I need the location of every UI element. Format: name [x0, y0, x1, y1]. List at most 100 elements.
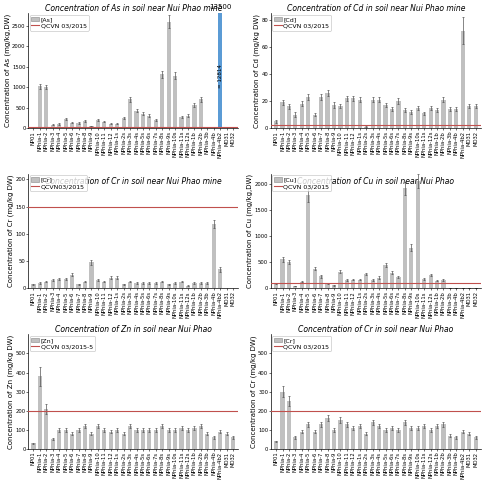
Bar: [293, 286, 297, 288]
Bar: [89, 434, 93, 449]
Bar: [428, 108, 432, 128]
Bar: [299, 432, 303, 449]
Y-axis label: Concentration of Cr (mg/kg DW): Concentration of Cr (mg/kg DW): [250, 335, 256, 448]
Bar: [460, 31, 464, 128]
Bar: [421, 279, 425, 288]
Bar: [121, 284, 125, 288]
Bar: [376, 426, 380, 449]
Bar: [108, 278, 113, 288]
Text: Concentration of Cr in soil near Nui Phao mine: Concentration of Cr in soil near Nui Pha…: [45, 177, 221, 186]
Bar: [350, 428, 355, 449]
Bar: [102, 122, 106, 128]
Bar: [115, 124, 119, 128]
Bar: [370, 280, 374, 288]
Bar: [350, 99, 355, 128]
Bar: [363, 274, 367, 288]
Bar: [140, 283, 145, 288]
Bar: [395, 430, 400, 449]
Bar: [440, 424, 445, 449]
Bar: [454, 438, 457, 449]
Bar: [134, 283, 138, 288]
Bar: [318, 97, 322, 128]
Bar: [286, 262, 290, 288]
Bar: [370, 99, 374, 128]
Bar: [293, 438, 297, 449]
Bar: [312, 269, 316, 288]
Bar: [70, 275, 74, 288]
Bar: [211, 127, 215, 128]
Bar: [402, 422, 406, 449]
Bar: [395, 277, 400, 288]
Bar: [70, 434, 74, 449]
Bar: [218, 432, 222, 449]
Bar: [108, 124, 113, 128]
Bar: [115, 278, 119, 288]
Bar: [63, 119, 68, 128]
Bar: [299, 282, 303, 288]
Bar: [134, 111, 138, 128]
Bar: [51, 125, 55, 128]
Y-axis label: Concentration of Cd (mg/kg DW): Concentration of Cd (mg/kg DW): [253, 14, 259, 128]
Bar: [305, 195, 310, 288]
Bar: [230, 127, 235, 128]
Bar: [128, 282, 132, 288]
Bar: [395, 101, 400, 128]
Bar: [376, 278, 380, 288]
Bar: [428, 275, 432, 288]
Bar: [76, 284, 80, 288]
Bar: [402, 188, 406, 288]
Legend: [Cu], QCVN 03/2015: [Cu], QCVN 03/2015: [272, 175, 331, 191]
Bar: [428, 430, 432, 449]
Bar: [218, 14, 222, 128]
Bar: [460, 432, 464, 449]
Bar: [198, 99, 203, 128]
Bar: [38, 376, 42, 449]
Bar: [57, 279, 61, 288]
Legend: [As], QCVN 03/2015: [As], QCVN 03/2015: [30, 14, 89, 30]
Bar: [408, 112, 412, 128]
Title: Concentration of Cr in soil near Nui Phao: Concentration of Cr in soil near Nui Pha…: [298, 326, 453, 334]
Bar: [280, 259, 284, 288]
Bar: [38, 86, 42, 128]
Bar: [224, 127, 228, 128]
Bar: [83, 426, 87, 449]
Bar: [363, 127, 367, 128]
Title: Concentration of Cd in soil near Nui Phao mine: Concentration of Cd in soil near Nui Pha…: [286, 4, 464, 14]
Bar: [299, 104, 303, 128]
Bar: [350, 280, 355, 288]
Bar: [325, 418, 329, 449]
Bar: [305, 424, 310, 449]
Bar: [408, 428, 412, 449]
Bar: [115, 430, 119, 449]
Bar: [95, 280, 100, 288]
Bar: [408, 248, 412, 288]
Legend: [Cr], QCVN 03/2015: [Cr], QCVN 03/2015: [272, 336, 331, 352]
Bar: [218, 270, 222, 288]
Bar: [95, 120, 100, 128]
Bar: [325, 93, 329, 128]
Y-axis label: Concentration of Zn (mg/kg DW): Concentration of Zn (mg/kg DW): [8, 335, 14, 449]
Bar: [179, 117, 183, 128]
Bar: [383, 105, 387, 128]
Bar: [198, 426, 203, 449]
Bar: [128, 99, 132, 128]
Bar: [31, 284, 35, 288]
Bar: [160, 74, 164, 128]
Bar: [160, 282, 164, 288]
Bar: [305, 97, 310, 128]
Bar: [63, 279, 68, 288]
Bar: [389, 273, 393, 288]
Bar: [108, 432, 113, 449]
Bar: [89, 126, 93, 128]
Bar: [166, 22, 170, 128]
Bar: [402, 111, 406, 128]
Bar: [140, 114, 145, 128]
Bar: [447, 436, 451, 449]
Bar: [325, 283, 329, 288]
Bar: [273, 121, 278, 128]
Bar: [286, 106, 290, 128]
Bar: [472, 106, 477, 128]
Bar: [153, 283, 158, 288]
Bar: [344, 280, 348, 288]
Bar: [280, 392, 284, 449]
